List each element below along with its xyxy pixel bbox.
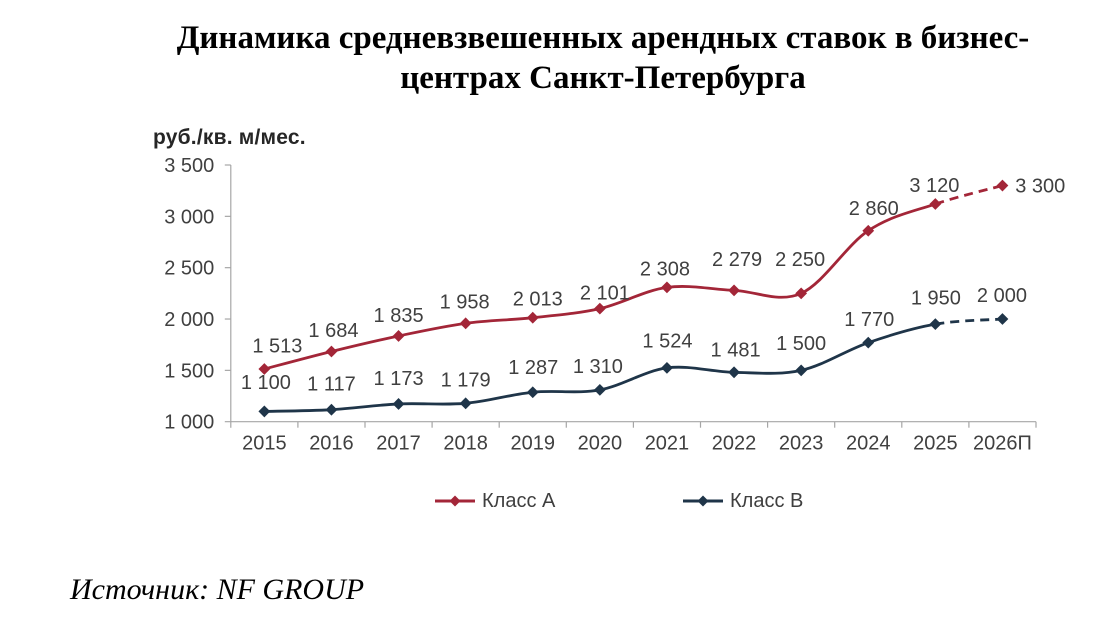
source-note: Источник: NF GROUP [70,573,365,606]
y-axis-tick-label: 3 000 [164,206,214,228]
data-label: 1 835 [374,305,424,327]
data-label: 1 500 [776,333,826,355]
y-axis-tick-label: 1 000 [164,412,214,434]
x-axis-tick-label: 2019 [511,433,556,455]
data-label: 2 250 [775,249,825,271]
data-label: 3 120 [909,175,959,197]
x-axis-tick-label: 2025 [913,433,958,455]
data-point-marker [392,330,405,342]
chart-title-line1: Динамика средневзвешенных арендных ставо… [176,20,1030,56]
x-axis-tick-label: 2023 [779,433,824,455]
data-label: 2 101 [580,282,630,304]
x-axis-tick-label: 2020 [578,433,623,455]
x-axis-tick-label: 2017 [376,433,421,455]
data-label: 1 100 [241,372,291,394]
y-axis-unit-label: руб./кв. м/мес. [153,126,306,149]
data-label: 2 013 [513,288,563,310]
data-point-marker [593,383,606,396]
x-axis-tick-label: 2018 [443,433,488,455]
y-axis-tick-label: 2 000 [164,309,214,331]
data-label: 1 513 [252,335,302,357]
data-point-marker [392,398,405,410]
data-point-marker [526,311,539,324]
data-label: 1 481 [711,340,761,362]
y-axis-tick-label: 2 500 [164,258,214,280]
chart-title-line2: центрах Санкт-Петербурга [400,60,806,96]
data-point-marker [258,405,271,418]
x-axis-tick-label: 2026П [973,433,1032,455]
x-axis-tick-label: 2021 [645,433,690,455]
data-point-marker [996,313,1009,325]
legend-item-class-a: Класс А [434,489,555,513]
series-forecast-line-class-b [935,317,1003,326]
data-point-marker [661,362,673,374]
data-point-marker [795,287,808,300]
data-label: 2 279 [712,249,762,271]
x-axis-tick-label: 2022 [712,433,757,455]
data-label: 2 860 [849,198,899,220]
data-label: 1 524 [642,331,692,353]
legend-label-class-a: Класс А [482,489,556,512]
data-label: 2 000 [977,285,1027,307]
data-label: 2 308 [640,259,690,281]
x-axis-tick-label: 2015 [242,433,287,455]
y-axis-tick-label: 1 500 [164,360,214,382]
data-label: 1 310 [573,356,623,378]
legend-label-class-b: Класс B [730,489,804,512]
data-point-marker [795,364,808,377]
data-label: 1 684 [308,320,358,342]
data-label: 1 173 [374,368,424,390]
legend-item-class-b: Класс B [682,489,803,513]
data-point-marker [325,403,338,416]
chart-title: Динамика средневзвешенных арендных ставо… [91,18,1115,98]
x-axis-tick-label: 2016 [309,433,354,455]
data-point-marker [728,284,740,297]
data-point-marker [459,317,472,330]
legend: Класс А Класс B [0,489,1115,513]
data-point-marker [258,363,271,375]
data-point-marker [862,336,875,349]
data-label: 1 117 [307,373,356,395]
data-label: 1 287 [508,357,558,379]
data-point-marker [929,198,942,210]
data-point-marker [661,281,673,294]
y-axis-tick-label: 3 500 [164,155,214,177]
data-label: 1 179 [441,370,491,392]
data-point-marker [996,179,1009,192]
data-point-marker [526,386,539,399]
data-point-marker [929,318,942,331]
data-label: 3 300 [1015,176,1065,198]
data-point-marker [593,302,606,315]
data-label: 1 958 [440,292,490,314]
data-point-marker [728,366,740,379]
data-point-marker [325,345,338,358]
class-b-legend-marker-icon [683,495,723,507]
data-point-marker [459,397,472,410]
data-label: 1 950 [911,287,961,309]
data-point-marker [862,224,875,237]
class-a-legend-marker-icon [435,495,475,507]
data-label: 1 770 [844,309,894,331]
x-axis-tick-label: 2024 [846,433,891,455]
